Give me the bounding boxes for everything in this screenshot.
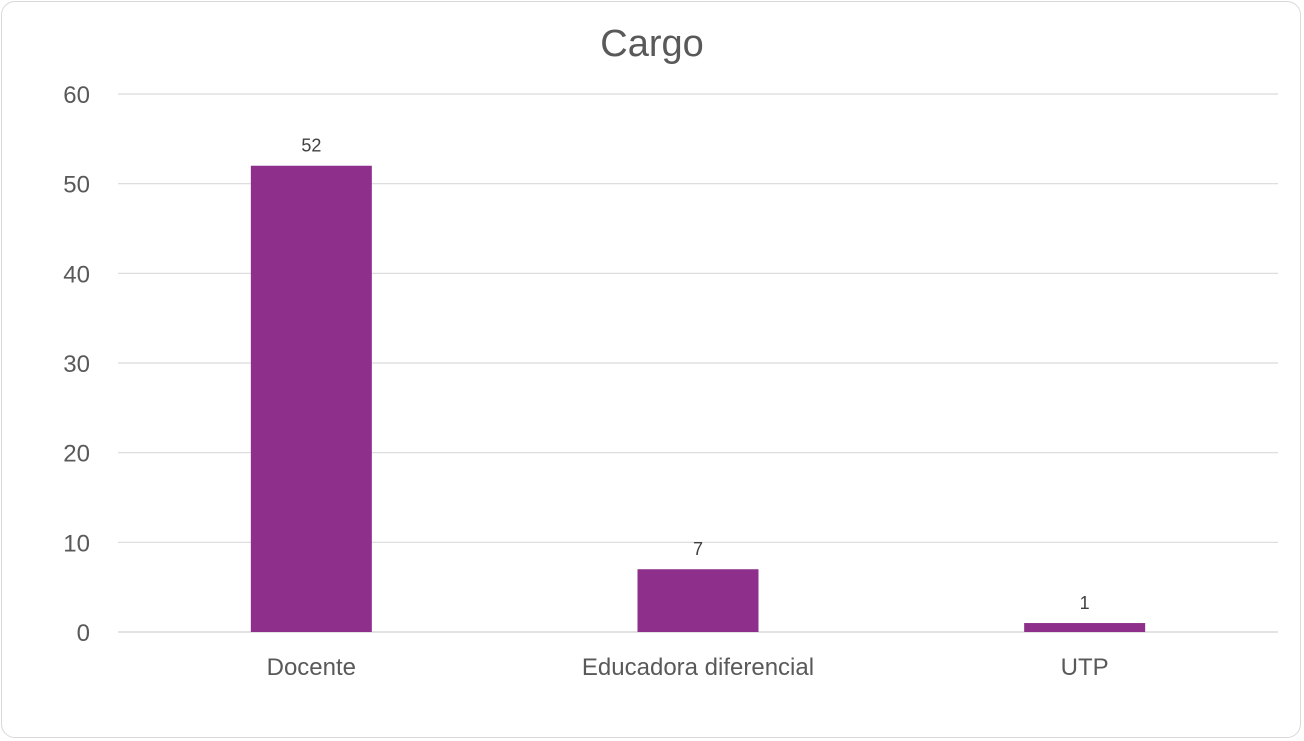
chart-title: Cargo — [600, 23, 704, 65]
y-tick-label: 30 — [63, 351, 90, 378]
y-tick-label: 40 — [63, 261, 90, 288]
y-axis-ticks: 0 10 20 30 40 50 60 — [63, 82, 90, 647]
bars — [250, 165, 1146, 632]
bar — [637, 569, 759, 632]
data-labels: 52 7 1 — [301, 136, 1089, 613]
y-tick-label: 50 — [63, 172, 90, 199]
x-category-label: Docente — [267, 654, 356, 681]
bar-data-label: 1 — [1080, 593, 1090, 613]
x-category-label: UTP — [1061, 654, 1109, 681]
y-tick-label: 60 — [63, 82, 90, 109]
x-axis-categories: Docente Educadora diferencial UTP — [267, 654, 1109, 681]
bar-data-label: 7 — [693, 539, 703, 559]
bar-data-label: 52 — [301, 136, 321, 156]
y-tick-label: 0 — [77, 620, 90, 647]
x-category-label: Educadora diferencial — [582, 654, 814, 681]
bar — [250, 165, 372, 632]
y-tick-label: 10 — [63, 530, 90, 557]
bar — [1024, 623, 1146, 632]
y-tick-label: 20 — [63, 441, 90, 468]
